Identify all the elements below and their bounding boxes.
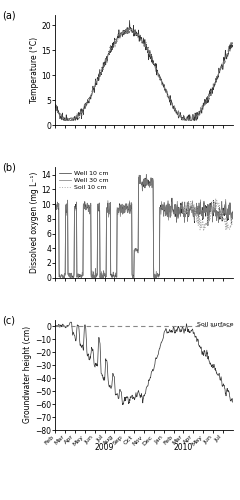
Well 10 cm bbox=[54, 200, 57, 206]
Text: (c): (c) bbox=[2, 315, 15, 325]
Well 10 cm bbox=[150, 182, 153, 188]
Well 10 cm bbox=[160, 204, 163, 210]
Well 30 cm bbox=[150, 185, 153, 191]
Text: Soil surface: Soil surface bbox=[197, 322, 234, 328]
Well 10 cm bbox=[139, 174, 142, 180]
Line: Well 30 cm: Well 30 cm bbox=[55, 174, 233, 278]
Text: (b): (b) bbox=[2, 163, 16, 173]
Soil 10 cm bbox=[227, 224, 230, 230]
Well 30 cm bbox=[160, 198, 163, 204]
Y-axis label: Groundwater height (cm): Groundwater height (cm) bbox=[23, 326, 32, 424]
Well 30 cm bbox=[59, 274, 62, 280]
Text: (a): (a) bbox=[2, 10, 16, 20]
Y-axis label: Dissolved oxygen (mg L⁻¹): Dissolved oxygen (mg L⁻¹) bbox=[30, 172, 39, 273]
Well 10 cm bbox=[138, 174, 141, 180]
Well 30 cm bbox=[228, 212, 231, 218]
Well 30 cm bbox=[145, 172, 148, 177]
Soil 10 cm bbox=[231, 216, 234, 222]
Well 30 cm bbox=[54, 200, 57, 206]
Soil 10 cm bbox=[199, 217, 202, 223]
Text: 2009: 2009 bbox=[95, 443, 114, 452]
Well 30 cm bbox=[139, 179, 142, 185]
Line: Well 10 cm: Well 10 cm bbox=[55, 177, 233, 278]
Well 10 cm bbox=[102, 274, 105, 280]
Well 30 cm bbox=[231, 208, 234, 214]
Well 30 cm bbox=[138, 177, 141, 183]
Well 10 cm bbox=[200, 208, 203, 214]
Line: Soil 10 cm: Soil 10 cm bbox=[184, 198, 233, 231]
Text: 2010: 2010 bbox=[174, 443, 193, 452]
Y-axis label: Temperature (°C): Temperature (°C) bbox=[30, 37, 39, 103]
Well 10 cm bbox=[140, 180, 143, 186]
Well 10 cm bbox=[231, 209, 234, 215]
Legend: Well 10 cm, Well 30 cm, Soil 10 cm: Well 10 cm, Well 30 cm, Soil 10 cm bbox=[58, 170, 109, 191]
Well 10 cm bbox=[228, 211, 231, 217]
Well 30 cm bbox=[200, 213, 203, 219]
